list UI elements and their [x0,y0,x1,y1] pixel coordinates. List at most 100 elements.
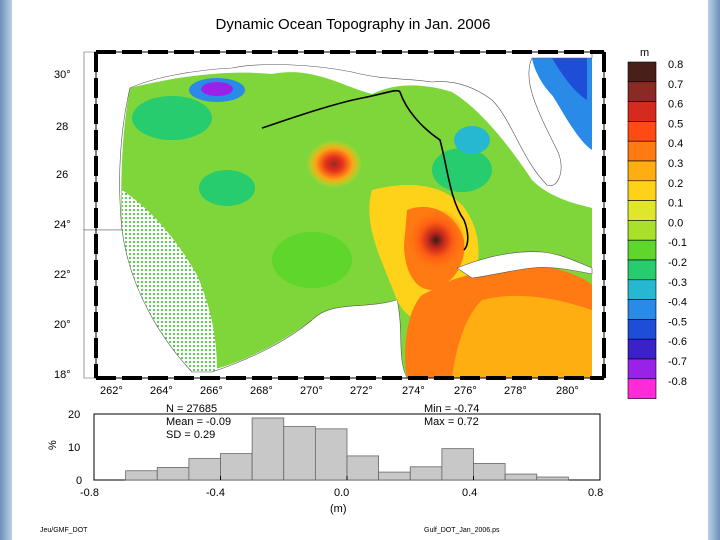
colorbar-swatch [627,160,657,182]
cuba [456,251,593,279]
warm-eddy-south [406,208,466,272]
lat-tick: 30° [54,69,71,81]
y-tick: 10 [68,442,80,454]
histogram-bar [220,453,253,481]
colorbar-swatch [627,378,657,399]
colorbar-swatch [627,140,657,162]
lon-tick: 262° [100,385,123,397]
colorbar-tick: 0.5 [668,118,683,130]
cool-zone-north [132,96,212,140]
x-tick: 0.0 [334,487,349,499]
histogram-bar [156,467,190,481]
lat-tick: 22° [54,269,71,281]
histogram-bar [251,417,285,481]
histogram-bar [283,426,316,481]
histogram-bar [504,473,538,481]
colorbar-swatch [627,299,657,320]
footer-left: Jeu/GMF_DOT [40,527,88,534]
x-tick: 0.8 [588,487,603,499]
colorbar-swatch [627,81,657,102]
lon-tick: 270° [300,385,323,397]
histogram-bar [314,428,348,481]
stat-max: Max = 0.72 [424,416,479,428]
histogram-bar [409,466,443,481]
colorbar-tick: -0.3 [668,277,687,289]
colorbar-swatch [627,279,657,300]
west-shelf-tracks [122,190,217,372]
caribbean-warmer [452,295,592,378]
histogram-bar [188,458,221,481]
lat-tick: 26 [56,169,68,181]
y-tick: 0 [76,475,82,487]
colorbar-tick: 0.1 [668,198,683,210]
histogram-bar [346,455,380,481]
colorbar-tick: -0.2 [668,257,687,269]
stat-min: Min = -0.74 [424,403,479,415]
colorbar-swatch [627,259,657,281]
lon-tick: 276° [454,385,477,397]
slide-frame-left [0,0,12,540]
histogram-bar [125,470,158,481]
colorbar-tick: 0.7 [668,79,683,91]
colorbar-tick: -0.6 [668,336,687,348]
x-tick: 0.4 [462,487,477,499]
colorbar-tick: 0.4 [668,138,683,150]
dot-map [83,50,606,380]
histogram-bar [473,463,506,481]
north-land [83,51,593,231]
lon-tick: 268° [250,385,273,397]
colorbar-swatch [627,121,657,142]
stat-mean: Mean = -0.09 [166,416,231,428]
histogram-bar [441,448,474,481]
cool-eddy-west [199,170,255,206]
page-title: Dynamic Ocean Topography in Jan. 2006 [215,16,491,33]
warm-eddy-north [306,140,362,188]
colorbar-swatch [627,358,657,380]
lat-tick: 20° [54,319,71,331]
colorbar-tick: 0.8 [668,59,683,71]
lon-axis: 262° 264° 266° 268° 270° 272° 274° 276° … [100,385,579,397]
loop-current-contour [261,89,469,251]
x-tick: -0.8 [80,487,99,499]
lon-tick: 280° [556,385,579,397]
cool-zone-east [432,148,492,192]
colorbar-swatch [627,61,657,83]
footer-right: Gulf_DOT_Jan_2006.ps [424,527,500,534]
colorbar-tick: -0.5 [668,316,687,328]
colorbar-swatch [627,220,657,241]
y-tick: 20 [68,409,80,421]
lat-tick: 28 [56,121,68,133]
slide-frame-right [708,0,720,540]
stat-sd: SD = 0.29 [166,429,215,441]
lon-tick: 274° [402,385,425,397]
x-tick: -0.4 [206,487,225,499]
colorbar-tick: 0.6 [668,99,683,111]
colorbar-tick: -0.1 [668,237,687,249]
lat-tick: 24° [54,219,71,231]
colorbar-swatch [627,319,657,340]
colorbar-tick: 0.3 [668,158,683,170]
colorbar-swatch [627,101,657,122]
lon-tick: 272° [350,385,373,397]
colorbar-tick: -0.4 [668,297,687,309]
slide: Dynamic Ocean Topography in Jan. 2006 [12,0,708,540]
histogram-bar [378,471,411,481]
colorbar-swatch [627,239,657,261]
cold-spot-east [454,126,490,154]
lat-tick: 18° [54,369,71,381]
lat-axis: 30° 28 26 24° 22° 20° 18° [54,69,71,381]
colorbar: m 0.8 0.7 0.6 0.5 0.4 0.3 0.2 0.1 0.0 -0.1 -0.2 -0.… [627,47,687,399]
figure: 30° 28 26 24° 22° 20° 18° 262° 264° 266°… [40,47,687,534]
colorbar-unit: m [640,47,649,59]
stat-n: N = 27685 [166,403,217,415]
yucatan [312,300,407,378]
cold-feature-inner [201,82,233,96]
colorbar-swatch [627,180,657,201]
colorbar-swatch [627,338,657,360]
lon-tick: 264° [150,385,173,397]
colorbar-tick: 0.0 [668,217,683,229]
atlantic-colder [552,58,587,100]
histogram: % 20 10 0 -0.8 -0.4 0.0 0.4 0.8 (m) N = … [47,403,603,515]
colorbar-tick: 0.2 [668,178,683,190]
histogram-bar [536,476,569,481]
